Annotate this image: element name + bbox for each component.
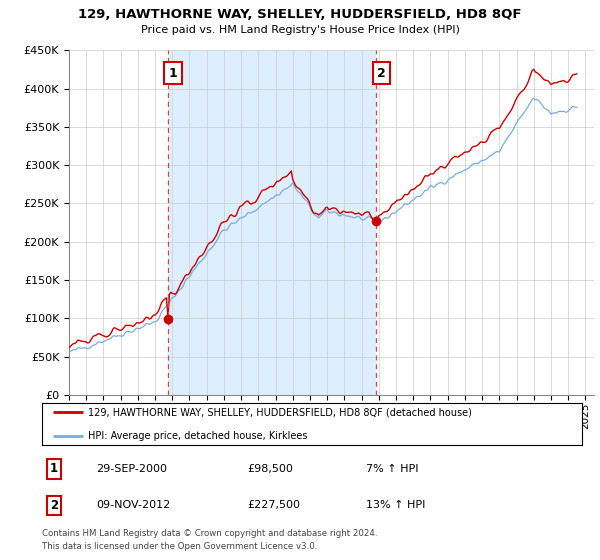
- Text: HPI: Average price, detached house, Kirklees: HPI: Average price, detached house, Kirk…: [88, 431, 307, 441]
- Text: 29-SEP-2000: 29-SEP-2000: [96, 464, 167, 474]
- Text: 1: 1: [169, 67, 178, 80]
- Text: 129, HAWTHORNE WAY, SHELLEY, HUDDERSFIELD, HD8 8QF: 129, HAWTHORNE WAY, SHELLEY, HUDDERSFIEL…: [78, 8, 522, 21]
- Text: 129, HAWTHORNE WAY, SHELLEY, HUDDERSFIELD, HD8 8QF (detached house): 129, HAWTHORNE WAY, SHELLEY, HUDDERSFIEL…: [88, 408, 472, 417]
- Text: This data is licensed under the Open Government Licence v3.0.: This data is licensed under the Open Gov…: [42, 542, 317, 550]
- Text: 1: 1: [50, 463, 58, 475]
- Bar: [168, 50, 376, 395]
- Text: £98,500: £98,500: [247, 464, 293, 474]
- Text: 13% ↑ HPI: 13% ↑ HPI: [366, 501, 425, 510]
- Text: Contains HM Land Registry data © Crown copyright and database right 2024.: Contains HM Land Registry data © Crown c…: [42, 529, 377, 538]
- Text: £227,500: £227,500: [247, 501, 300, 510]
- Text: 2: 2: [50, 499, 58, 512]
- Text: 09-NOV-2012: 09-NOV-2012: [96, 501, 170, 510]
- Text: 7% ↑ HPI: 7% ↑ HPI: [366, 464, 419, 474]
- Text: Price paid vs. HM Land Registry's House Price Index (HPI): Price paid vs. HM Land Registry's House …: [140, 25, 460, 35]
- Text: 2: 2: [377, 67, 386, 80]
